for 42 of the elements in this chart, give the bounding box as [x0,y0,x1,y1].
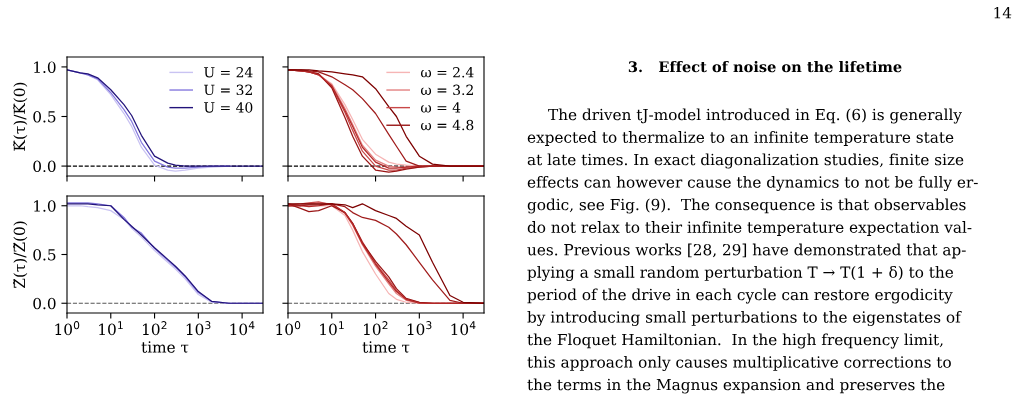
text: period of the drive in each cycle can restore ergodicity [527,288,953,304]
y-tick-label: 1.0 [34,61,56,73]
x-tick-label: 10$^{4}$ [230,321,255,336]
y-tick-label: 0.5 [33,110,56,123]
x-tick-label: 10$^{0}$ [55,321,80,336]
text: expected to thermalize to an infinite temperature state [527,131,954,146]
legend-label: U = 40 [204,102,253,113]
y-tick-label: 0.0 [33,160,56,173]
y-tick-label: 0.0 [33,297,56,310]
x-tick-label: 10$^{3}$ [186,321,211,336]
text: this approach only causes multiplicative corrections to [527,356,951,371]
x-axis-title: time τ [362,341,410,353]
text: the Floquet Hamiltonian. In the high frequency limit, [527,333,943,349]
x-tick-label: 10$^{2}$ [142,321,167,336]
x-tick-label: 10$^{0}$ [276,321,301,336]
text: 3. Effect of noise on the lifetime [628,60,902,73]
text: at late times. In exact diagonalization studies, finite size [527,153,964,169]
y-tick-label: 1.0 [34,200,56,212]
text: 14 [994,6,1012,19]
x-axis-title: time τ [141,341,189,353]
text: do not relax to their infinite temperature expectation val- [527,221,972,236]
legend-label: ω = 2.4 [421,66,474,78]
text: the terms in the Magnus expansion and preserves the [527,378,945,394]
y-tick-label: 0.5 [33,248,56,261]
text: godic, see Fig. (9). The consequence is that observables [527,198,966,214]
legend-label: ω = 3.2 [421,84,473,96]
x-tick-label: 10$^{1}$ [320,321,344,336]
x-tick-label: 10$^{3}$ [407,321,432,336]
x-tick-label: 10$^{4}$ [451,321,476,336]
y-axis-title: Z̃(τ)/Z̃(0) [13,221,28,289]
text: The driven tJ-model introduced in Eq. (6) is generally [548,108,962,124]
text: by introducing small perturbations to the eigenstates of [527,311,962,326]
text: plying a small random perturbation T → T(1 + δ) to the [527,265,954,282]
legend-label: U = 32 [204,84,252,96]
x-tick-label: 10$^{2}$ [363,321,388,336]
legend-label: ω = 4 [421,102,461,113]
text: effects can however cause the dynamics to not be fully er- [527,176,978,191]
text: ues. Previous works [28, 29] have demonstrated that ap- [527,243,966,259]
x-tick-label: 10$^{1}$ [99,321,123,336]
legend-label: U = 24 [204,66,253,78]
y-axis-title: K̃(τ)/K̃(0) [13,82,28,151]
legend-label: ω = 4.8 [421,119,474,131]
